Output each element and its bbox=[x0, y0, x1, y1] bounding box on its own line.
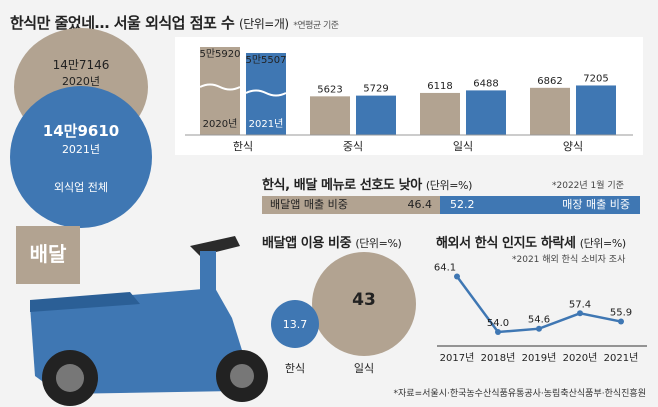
main-title: 한식만 줄었네… 서울 외식업 점포 수 (단위=개) *연평균 기준 bbox=[10, 12, 339, 33]
line-point bbox=[495, 329, 501, 335]
section3-title-text: 배달앱 이용 비중 bbox=[262, 236, 351, 251]
bar-value-label: 5729 bbox=[363, 84, 388, 95]
line-value-label: 64.1 bbox=[434, 262, 456, 273]
bar-일식-2021년 bbox=[466, 90, 506, 135]
bubble-2021-value: 14만9610 bbox=[43, 120, 119, 141]
bar-year-label: 2021년 bbox=[249, 118, 284, 130]
delivery-share-value: 46.4 bbox=[408, 196, 433, 214]
line-value-label: 54.6 bbox=[528, 315, 550, 326]
section2-unit: (단위=%) bbox=[426, 179, 472, 192]
bar-value-label: 7205 bbox=[583, 73, 608, 84]
bar-중식-2020년 bbox=[310, 96, 350, 135]
line-chart: 64.1 2017년 54.0 2018년 54.6 2019년 57.4 2020년 55.9… bbox=[425, 258, 653, 373]
bubble-2021-label: 외식업 전체 bbox=[54, 179, 108, 195]
hansik-share-value: 13.7 bbox=[271, 318, 319, 331]
bar-value-label: 6862 bbox=[537, 76, 562, 87]
bar-value-label: 5만5507 bbox=[245, 54, 286, 66]
source-footer: *자료=서울시·한국농수산식품유통공사·농림축산식품부·한식진흥원 bbox=[394, 386, 646, 399]
section3-unit: (단위=%) bbox=[355, 237, 401, 250]
section3-title: 배달앱 이용 비중 (단위=%) bbox=[262, 232, 401, 251]
bar-category-label: 일식 bbox=[453, 139, 473, 153]
line-value-label: 57.4 bbox=[569, 299, 591, 310]
ilsik-share-label: 일식 bbox=[312, 360, 416, 376]
scooter-stem-icon bbox=[200, 251, 216, 296]
line-value-label: 55.9 bbox=[610, 308, 632, 319]
line-point bbox=[577, 310, 583, 316]
store-share-label: 매장 매출 비중 bbox=[562, 196, 630, 214]
section2-title-text: 한식, 배달 메뉴로 선호도 낮아 bbox=[262, 178, 422, 193]
line-point bbox=[454, 273, 460, 279]
delivery-box-label: 배달 bbox=[16, 238, 80, 267]
delivery-share-label: 배달앱 매출 비중 bbox=[270, 196, 348, 214]
line-value-label: 54.0 bbox=[487, 318, 509, 329]
section4-title-text: 해외서 한식 인지도 하락세 bbox=[436, 236, 576, 251]
bar-value-label: 5만5920 bbox=[199, 48, 240, 60]
bar-양식-2021년 bbox=[576, 85, 616, 135]
bar-value-label: 5623 bbox=[317, 84, 342, 95]
line-x-tick-label: 2021년 bbox=[604, 352, 639, 364]
line-point bbox=[536, 326, 542, 332]
main-title-note: *연평균 기준 bbox=[293, 21, 338, 31]
line-point bbox=[618, 319, 624, 325]
bar-category-label: 한식 bbox=[233, 140, 253, 153]
section4-unit: (단위=%) bbox=[580, 237, 626, 250]
bubble-2021-year: 2021년 bbox=[62, 141, 100, 157]
bar-중식-2021년 bbox=[356, 96, 396, 135]
delivery-share-bar: 배달앱 매출 비중 46.4 bbox=[262, 196, 440, 214]
bar-value-label: 6488 bbox=[473, 78, 498, 89]
main-title-text: 한식만 줄었네… 서울 외식업 점포 수 bbox=[10, 14, 234, 32]
front-hub-icon bbox=[230, 364, 254, 388]
bar-category-label: 중식 bbox=[343, 140, 363, 153]
rear-hub-icon bbox=[56, 364, 84, 392]
line-x-tick-label: 2017년 bbox=[440, 352, 475, 364]
ilsik-share-value: 43 bbox=[312, 290, 416, 310]
line-x-tick-label: 2020년 bbox=[563, 352, 598, 364]
bar-양식-2020년 bbox=[530, 88, 570, 135]
main-title-unit: (단위=개) bbox=[239, 17, 289, 31]
bar-category-label: 양식 bbox=[563, 140, 583, 153]
bar-value-label: 6118 bbox=[427, 81, 452, 92]
store-share-bar: 52.2 매장 매출 비중 bbox=[440, 196, 640, 214]
bubble-2021-total: 14만9610 2021년 외식업 전체 bbox=[10, 86, 152, 228]
line-x-tick-label: 2018년 bbox=[481, 352, 516, 364]
section4-title: 해외서 한식 인지도 하락세 (단위=%) bbox=[436, 232, 626, 251]
bubble-2020-value: 14만7146 bbox=[53, 56, 110, 73]
bar-일식-2020년 bbox=[420, 93, 460, 135]
section2-title: 한식, 배달 메뉴로 선호도 낮아 (단위=%) bbox=[262, 174, 472, 193]
bar-year-label: 2020년 bbox=[203, 118, 238, 130]
section2-note: *2022년 1월 기준 bbox=[552, 178, 624, 191]
store-share-value: 52.2 bbox=[450, 196, 475, 214]
line-x-tick-label: 2019년 bbox=[522, 352, 557, 364]
